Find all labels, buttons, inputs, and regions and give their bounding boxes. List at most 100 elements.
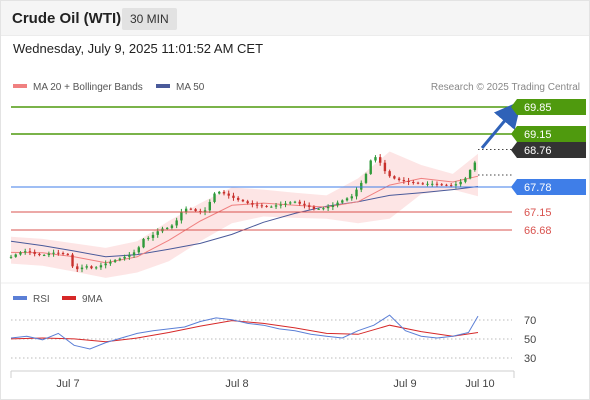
candle <box>440 183 443 186</box>
candle <box>322 206 325 211</box>
rsi-ma-legend-swatch <box>62 296 76 300</box>
x-tick-jul-7: Jul 7 <box>56 378 79 390</box>
candle <box>194 208 197 213</box>
candle <box>331 202 335 211</box>
candle <box>118 257 122 262</box>
rsi-tick-70: 70 <box>524 315 536 327</box>
candle <box>289 201 292 205</box>
rsi-ma-legend-label: 9MA <box>82 294 103 305</box>
candle <box>71 252 74 269</box>
candle <box>260 203 264 209</box>
candle <box>345 197 349 202</box>
candle <box>435 181 439 187</box>
candle <box>94 266 98 270</box>
candle <box>170 224 174 230</box>
forecast-arrow <box>480 100 522 149</box>
candle <box>303 200 306 209</box>
candle <box>28 248 32 256</box>
candle <box>265 204 268 208</box>
rsi-legend-swatch <box>13 296 27 300</box>
candle <box>279 201 282 209</box>
candle <box>213 192 216 204</box>
candle <box>99 262 103 270</box>
candle <box>180 208 183 224</box>
candle <box>355 186 358 200</box>
candle <box>76 263 79 273</box>
candle <box>369 159 372 175</box>
candle <box>383 159 387 174</box>
candle <box>232 192 235 201</box>
candle <box>336 200 339 208</box>
ma20-legend-label: MA 20 + Bollinger Bands <box>33 82 143 93</box>
candle <box>23 248 27 255</box>
timestamp: Wednesday, July 9, 2025 11:01:52 AM CET <box>13 41 264 56</box>
rsi-tick-50: 50 <box>524 334 536 346</box>
candle <box>393 175 396 180</box>
x-tick-jul-8: Jul 8 <box>225 378 248 390</box>
candle <box>142 238 145 249</box>
candle <box>402 177 406 184</box>
candle <box>113 259 117 264</box>
price-candles <box>9 154 477 273</box>
x-tick-jul-9: Jul 9 <box>393 378 416 390</box>
candle <box>128 252 131 260</box>
candle <box>412 180 415 185</box>
candle <box>52 249 55 257</box>
candle <box>208 199 211 213</box>
candle <box>246 199 249 205</box>
candle <box>378 154 382 166</box>
candle <box>90 265 93 270</box>
candle <box>227 190 230 199</box>
candle <box>19 251 22 256</box>
ma20-legend-swatch <box>13 84 27 88</box>
candle <box>57 249 60 256</box>
candle <box>104 260 107 269</box>
candle <box>445 183 448 187</box>
candle <box>317 207 320 210</box>
candle <box>284 200 287 208</box>
candle <box>293 200 297 204</box>
candle <box>175 217 178 229</box>
candle <box>360 180 363 193</box>
candle <box>464 176 467 184</box>
candle <box>203 207 207 216</box>
candle <box>151 231 155 241</box>
candle <box>184 206 188 215</box>
credit-label: Research © 2025 Trading Central <box>431 82 580 93</box>
candle <box>109 259 112 266</box>
candle <box>307 202 311 210</box>
timeframe-badge[interactable]: 30 MIN <box>122 8 177 30</box>
candle <box>132 249 136 258</box>
ma50-line <box>10 186 479 258</box>
candle <box>222 190 226 196</box>
candle <box>270 205 273 208</box>
candle <box>14 253 17 258</box>
x-tick-jul-10: Jul 10 <box>465 378 494 390</box>
level-label-66-68: 66.68 <box>524 225 552 237</box>
candle <box>341 199 344 204</box>
candle <box>388 169 391 178</box>
candle <box>165 227 169 230</box>
rsi-tick-30: 30 <box>524 353 536 365</box>
svg-text:67.78: 67.78 <box>524 182 552 194</box>
instrument-title: Crude Oil (WTI) <box>12 10 122 27</box>
candle <box>189 207 193 211</box>
candle <box>38 252 41 257</box>
candle <box>326 204 330 211</box>
candle <box>426 181 429 187</box>
rsi-line <box>10 314 479 350</box>
candle <box>123 254 126 261</box>
candle <box>241 199 245 203</box>
bollinger-bands <box>11 151 478 278</box>
candle <box>80 264 84 273</box>
candle <box>85 264 88 270</box>
candle <box>47 251 51 258</box>
candle <box>364 172 368 185</box>
candle <box>147 236 150 241</box>
candle <box>416 181 420 185</box>
candle <box>137 245 140 254</box>
svg-text:69.15: 69.15 <box>524 129 552 141</box>
svg-text:68.76: 68.76 <box>524 145 552 157</box>
candle <box>274 202 278 209</box>
